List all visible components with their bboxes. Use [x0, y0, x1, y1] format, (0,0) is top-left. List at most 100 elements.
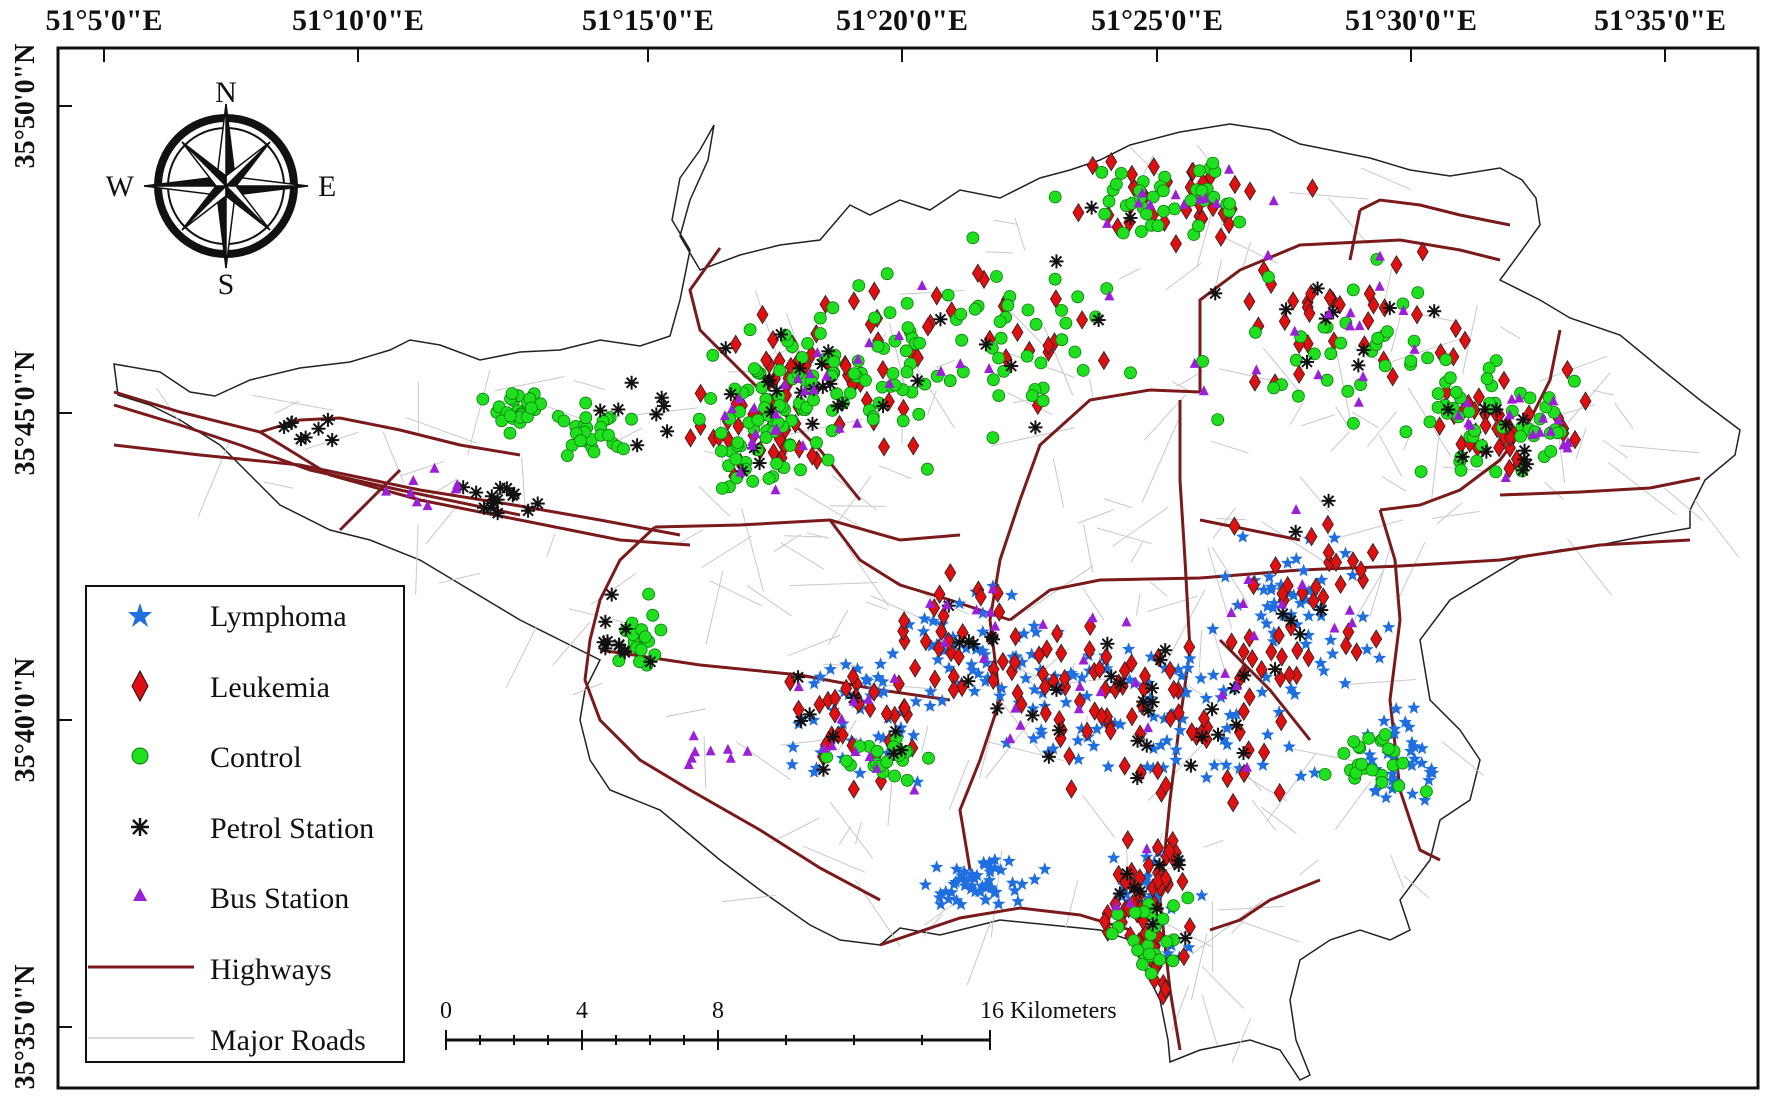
control-point [1443, 371, 1457, 385]
lymphoma-point [946, 630, 960, 643]
control-point [1347, 735, 1361, 748]
leukemia-point [1225, 632, 1238, 652]
bus-point [1231, 680, 1242, 690]
control-point [900, 773, 914, 787]
control-point [900, 296, 914, 310]
lymphoma-point [1297, 563, 1311, 577]
lymphoma-point [1267, 596, 1281, 609]
bus-point [688, 730, 699, 741]
control-point [1454, 463, 1468, 477]
control-point [602, 428, 615, 442]
control-point [968, 302, 982, 316]
leukemia-point [935, 621, 948, 642]
leukemia-point [974, 587, 987, 607]
leukemia-point [1214, 227, 1227, 247]
lymphoma-point [917, 611, 932, 625]
bus-point [1353, 396, 1364, 407]
control-point [1289, 353, 1303, 367]
lymphoma-point [1175, 669, 1189, 682]
petrol-point [604, 587, 619, 602]
leukemia-point [1248, 372, 1261, 392]
leukemia-point [1163, 841, 1176, 861]
lymphoma-point [1027, 619, 1041, 632]
bus-point [1195, 193, 1205, 204]
lymphoma-point [1146, 761, 1160, 774]
lymphoma-point [1140, 760, 1154, 773]
bus-point [1087, 612, 1098, 623]
lymphoma-star-icon [128, 603, 152, 627]
leukemia-point [1008, 652, 1021, 673]
leukemia-point [919, 631, 932, 652]
control-point [1482, 361, 1496, 375]
leukemia-point [1306, 178, 1319, 198]
lymphoma-point [965, 868, 979, 881]
lymphoma-point [1220, 737, 1234, 751]
control-point [1267, 381, 1281, 395]
lymphoma-point [1100, 661, 1114, 675]
leukemia-point [1198, 708, 1210, 729]
leukemia-point [1104, 721, 1117, 741]
lymphoma-point [1183, 651, 1197, 665]
control-point [1034, 356, 1048, 370]
lymphoma-point [954, 871, 968, 885]
petrol-point [1268, 662, 1283, 677]
petrol-point [596, 635, 611, 650]
bus-point [1104, 290, 1115, 301]
lymphoma-point [1107, 851, 1121, 864]
control-point [1055, 303, 1068, 317]
lymphoma-point [1389, 702, 1403, 715]
control-point [966, 231, 980, 245]
control-point [1025, 389, 1039, 403]
control-point [773, 399, 786, 412]
leukemia-point [1317, 587, 1330, 607]
petrol-point [933, 312, 948, 327]
petrol-point [752, 456, 767, 471]
compass-w-label: W [106, 170, 135, 203]
petrol-point [521, 503, 536, 518]
lymphoma-point [973, 884, 988, 898]
leukemia-point [1386, 366, 1399, 387]
lymphoma-point [853, 766, 867, 779]
lymphoma-point [886, 646, 900, 660]
control-point [714, 426, 728, 440]
lymphoma-point [1326, 647, 1340, 660]
lymphoma-point [978, 647, 992, 661]
control-point [476, 392, 490, 406]
lymphoma-point [1207, 758, 1222, 772]
petrol-point [1091, 313, 1106, 328]
petrol-point [1288, 524, 1303, 539]
lymphoma-point [1005, 876, 1020, 889]
petrol-point [1479, 444, 1494, 459]
petrol-point [1120, 866, 1135, 881]
bus-point [1015, 719, 1026, 730]
control-point [748, 362, 761, 376]
bus-point [1500, 472, 1511, 482]
lymphoma-point [1101, 759, 1115, 773]
lymphoma-point [1217, 683, 1231, 697]
lymphoma-point [876, 674, 890, 688]
lymphoma-point [976, 644, 990, 657]
control-point [992, 351, 1005, 365]
control-point [1156, 184, 1170, 198]
control-point [795, 351, 809, 364]
leukemia-point [1183, 637, 1196, 657]
bus-point [1453, 409, 1464, 420]
petrol-point [1205, 702, 1220, 717]
control-point [1098, 207, 1112, 221]
lymphoma-point [1405, 787, 1420, 800]
control-point [1568, 374, 1581, 388]
control-point [1036, 394, 1050, 408]
control-point [993, 315, 1007, 329]
lymphoma-point [807, 676, 821, 690]
control-point [1114, 166, 1128, 180]
bus-point [1465, 419, 1476, 430]
lymphoma-point [1302, 609, 1316, 622]
bus-point [852, 417, 863, 428]
lymphoma-point [1223, 708, 1237, 721]
leukemia-point [1118, 756, 1131, 776]
leukemia-point [937, 606, 950, 626]
lymphoma-point [1382, 620, 1396, 634]
lymphoma-point [1415, 756, 1429, 769]
control-point [852, 279, 866, 293]
control-point [743, 323, 757, 337]
